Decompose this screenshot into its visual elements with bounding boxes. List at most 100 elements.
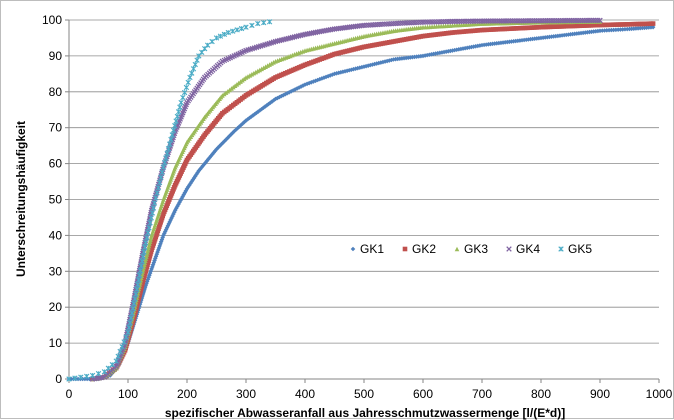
point-gk1	[279, 93, 284, 99]
point-gk1	[157, 243, 163, 249]
point-gk1	[561, 32, 567, 38]
point-gk1	[416, 54, 422, 59]
point-gk1	[286, 89, 292, 95]
point-gk1	[431, 51, 436, 57]
y-tick-label: 100	[42, 13, 62, 27]
point-gk5	[148, 215, 154, 221]
y-tick-label: 10	[49, 336, 63, 350]
point-gk1	[414, 54, 419, 59]
point-gk1	[401, 55, 407, 61]
point-gk1	[210, 151, 215, 157]
point-gk1	[469, 44, 474, 50]
point-gk1	[494, 41, 500, 46]
series-layer	[66, 17, 656, 382]
y-tick-label: 90	[49, 49, 63, 63]
point-gk1	[150, 264, 155, 270]
legend-label-gk3: GK3	[464, 242, 488, 256]
point-gk1	[146, 274, 151, 280]
point-gk1	[154, 251, 160, 257]
point-gk1	[340, 69, 346, 75]
point-gk5	[185, 79, 191, 86]
point-gk1	[180, 194, 186, 199]
point-gk5	[156, 179, 163, 186]
point-gk1	[142, 285, 148, 291]
point-gk1	[642, 25, 647, 31]
point-gk5	[189, 70, 195, 76]
point-gk1	[144, 279, 150, 284]
point-gk5	[160, 164, 167, 170]
point-gk5	[144, 234, 150, 241]
point-gk5	[249, 22, 255, 29]
point-gk1	[150, 262, 156, 268]
point-gk5	[217, 33, 224, 39]
point-gk1	[363, 63, 369, 69]
point-gk5	[167, 141, 173, 147]
point-gk5	[221, 31, 228, 38]
point-gk1	[264, 103, 270, 108]
point-gk5	[266, 19, 273, 25]
point-gk1	[285, 90, 290, 96]
point-gk1	[403, 55, 409, 61]
point-gk1	[342, 68, 348, 74]
point-gk5	[187, 74, 193, 81]
legend-marker-gk4	[506, 246, 512, 252]
point-gk5	[78, 374, 84, 380]
point-gk1	[220, 140, 226, 146]
point-gk1	[242, 119, 247, 125]
point-gk1	[650, 24, 656, 30]
point-gk5	[172, 122, 178, 129]
point-gk1	[458, 46, 464, 52]
point-gk5	[121, 339, 127, 345]
point-gk5	[145, 230, 151, 236]
point-gk1	[597, 28, 603, 34]
point-gk5	[190, 66, 197, 72]
point-gk5	[135, 281, 141, 288]
point-gk1	[591, 29, 596, 34]
y-tick-label: 20	[49, 300, 63, 314]
point-gk5	[168, 136, 174, 143]
legend-item-gk4: GK4	[506, 242, 540, 256]
x-tick-label: 700	[472, 387, 492, 401]
point-gk1	[582, 30, 588, 35]
x-tick-label: 600	[413, 387, 433, 401]
point-gk1	[181, 192, 187, 197]
point-gk5	[131, 300, 137, 307]
point-gk5	[149, 210, 156, 216]
point-gk1	[171, 209, 177, 215]
point-gk5	[261, 20, 267, 26]
point-gk1	[140, 291, 146, 297]
point-gk1	[190, 177, 196, 183]
point-gk1	[553, 33, 559, 39]
point-gk5	[132, 296, 138, 302]
point-gk5	[213, 35, 220, 41]
point-gk1	[192, 173, 198, 179]
point-gk1	[602, 28, 607, 33]
point-gk1	[148, 268, 154, 274]
x-tick-label: 300	[236, 387, 256, 401]
point-gk1	[149, 266, 154, 272]
point-gk1	[526, 37, 531, 42]
point-gk1	[231, 128, 237, 134]
point-gk1	[427, 52, 432, 58]
legend-label-gk5: GK5	[568, 242, 592, 256]
y-tick-label: 80	[49, 85, 63, 99]
point-gk5	[125, 329, 131, 336]
point-gk1	[325, 73, 331, 79]
point-gk5	[84, 373, 90, 379]
point-gk1	[545, 34, 550, 40]
point-gk1	[158, 241, 163, 247]
point-gk1	[646, 25, 652, 30]
point-gk5	[243, 24, 249, 30]
legend-marker-gk2	[402, 246, 408, 252]
point-gk1	[395, 56, 401, 62]
x-tick-label: 400	[295, 387, 315, 401]
point-gk5	[230, 28, 236, 34]
point-gk5	[178, 99, 184, 106]
x-tick-label: 100	[118, 387, 138, 401]
point-gk5	[140, 253, 146, 260]
point-gk5	[175, 109, 182, 115]
point-gk5	[150, 205, 157, 211]
point-gk1	[574, 31, 580, 36]
point-gk5	[209, 38, 215, 45]
